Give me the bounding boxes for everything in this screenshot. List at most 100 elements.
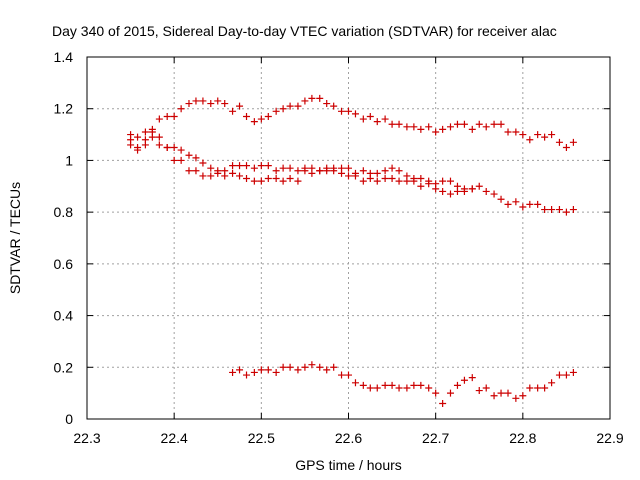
data-point-middle xyxy=(155,141,163,149)
data-point-middle-lower xyxy=(453,187,461,195)
data-point-upper xyxy=(141,128,149,136)
data-point-middle xyxy=(534,200,542,208)
data-point-middle xyxy=(170,144,178,151)
data-point-upper xyxy=(250,118,258,126)
data-point-lower xyxy=(395,384,403,392)
data-point-lower xyxy=(504,389,512,397)
data-point-upper xyxy=(562,144,570,151)
data-point-middle-lower xyxy=(381,175,389,183)
data-point-lower xyxy=(351,379,359,387)
data-point-middle-lower xyxy=(214,169,222,177)
data-point-middle xyxy=(439,177,447,185)
data-point-middle-lower xyxy=(264,175,272,183)
data-point-middle xyxy=(177,146,185,154)
data-point-upper xyxy=(410,123,418,131)
data-point-upper xyxy=(490,120,498,128)
data-point-lower xyxy=(359,381,367,389)
data-point-upper xyxy=(316,94,324,102)
data-point-middle-lower xyxy=(410,177,418,185)
data-point-middle-lower xyxy=(395,177,403,185)
data-point-middle-lower xyxy=(330,164,338,172)
data-point-middle xyxy=(294,167,302,175)
data-point-middle xyxy=(562,208,570,216)
data-point-upper xyxy=(207,100,215,108)
data-point-lower xyxy=(569,368,577,376)
data-point-lower xyxy=(316,363,324,371)
data-point-middle-lower xyxy=(359,177,367,185)
data-point-middle-lower xyxy=(229,169,237,177)
data-point-upper xyxy=(264,112,272,120)
data-point-lower xyxy=(243,371,251,379)
data-points xyxy=(127,94,577,407)
x-tick-label: 22.3 xyxy=(73,430,100,446)
data-point-lower xyxy=(512,394,520,402)
data-point-upper xyxy=(185,100,193,108)
data-point-upper xyxy=(453,120,461,128)
data-point-middle xyxy=(359,167,367,175)
data-point-middle xyxy=(497,195,505,203)
data-point-upper xyxy=(279,105,287,113)
data-point-lower xyxy=(301,363,309,371)
data-point-middle-lower xyxy=(301,167,309,175)
data-point-lower xyxy=(475,387,483,395)
data-point-upper xyxy=(170,112,178,120)
y-tick-label: 0.4 xyxy=(54,308,74,324)
data-point-lower xyxy=(562,371,570,379)
data-point-middle xyxy=(381,167,389,175)
data-point-middle xyxy=(250,164,258,172)
data-point-upper xyxy=(403,123,411,131)
data-point-lower xyxy=(373,384,381,392)
data-point-middle xyxy=(257,162,265,170)
data-point-lower xyxy=(264,366,272,374)
data-point-upper xyxy=(497,120,505,128)
x-axis-label: GPS time / hours xyxy=(295,457,402,473)
data-point-lower xyxy=(229,368,237,376)
data-point-middle-lower xyxy=(155,133,163,141)
data-point-middle-lower xyxy=(425,180,433,188)
y-tick-label: 1.4 xyxy=(54,49,74,65)
data-point-upper xyxy=(155,115,163,123)
data-point-lower xyxy=(534,384,542,392)
data-point-lower xyxy=(425,384,433,392)
data-point-upper xyxy=(199,97,207,105)
data-point-lower xyxy=(279,363,287,371)
data-point-upper xyxy=(555,138,563,146)
data-point-lower xyxy=(250,368,258,376)
data-point-lower xyxy=(338,371,346,379)
data-point-upper xyxy=(257,115,265,123)
data-point-upper xyxy=(192,97,200,105)
data-point-lower xyxy=(272,368,280,376)
data-point-lower xyxy=(403,384,411,392)
data-point-middle-lower xyxy=(148,128,156,136)
data-point-middle-lower xyxy=(417,182,425,190)
data-point-middle xyxy=(512,198,520,206)
data-point-middle-lower xyxy=(439,187,447,195)
y-tick-label: 0 xyxy=(65,411,73,427)
data-point-upper xyxy=(308,94,316,102)
data-point-lower xyxy=(446,389,454,397)
data-point-middle-lower xyxy=(308,169,316,177)
data-point-upper xyxy=(214,97,222,105)
data-point-upper xyxy=(504,128,512,136)
data-point-middle-lower xyxy=(323,167,331,175)
data-point-middle-lower xyxy=(272,175,280,183)
data-point-middle xyxy=(279,164,287,172)
data-point-upper xyxy=(446,123,454,131)
data-point-middle-lower xyxy=(373,177,381,185)
data-point-lower xyxy=(541,384,549,392)
data-point-middle xyxy=(199,159,207,167)
data-point-middle xyxy=(236,162,244,170)
data-point-upper xyxy=(338,107,346,115)
data-point-middle-lower xyxy=(185,167,193,175)
data-point-middle xyxy=(264,162,272,170)
x-tick-label: 22.9 xyxy=(596,430,623,446)
chart-title: Day 340 of 2015, Sidereal Day-to-day VTE… xyxy=(52,23,557,39)
data-point-lower xyxy=(497,389,505,397)
data-point-middle xyxy=(482,187,490,195)
data-point-middle-lower xyxy=(170,156,178,164)
data-point-upper xyxy=(475,120,483,128)
data-point-middle-lower xyxy=(338,169,346,177)
data-point-upper xyxy=(541,133,549,141)
data-point-upper xyxy=(373,118,381,126)
data-point-upper xyxy=(221,100,229,108)
